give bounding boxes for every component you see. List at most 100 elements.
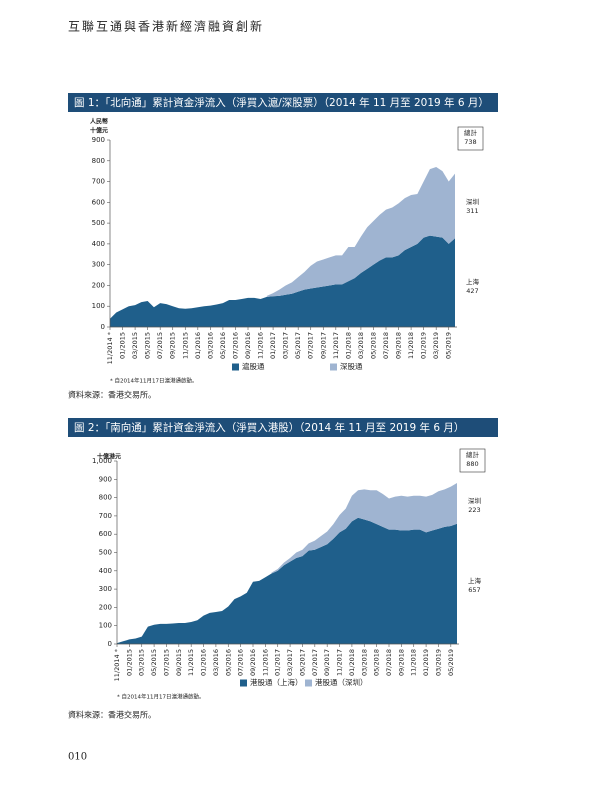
annotation-box bbox=[457, 126, 484, 151]
y-tick-label: 100 bbox=[92, 302, 105, 310]
annotation-value: 311 bbox=[466, 207, 478, 215]
x-tick-label: 11/2015 bbox=[181, 332, 189, 359]
annotation-label: 總計 bbox=[466, 450, 480, 459]
x-tick-label: 05/2015 bbox=[150, 649, 158, 676]
chart: 圖 2：「南向通」累計資金淨流入（淨買入港股）（2014 年 11 月至 201… bbox=[68, 418, 498, 720]
y-axis-label: 十億元 bbox=[90, 127, 108, 135]
x-tick-label: 01/2016 bbox=[200, 649, 208, 676]
annotation-value: 738 bbox=[464, 138, 476, 146]
y-tick-label: 900 bbox=[99, 475, 112, 483]
footnote: * 自2014年11月17日滬港通啟動。 bbox=[110, 377, 198, 385]
x-tick-label: 01/2015 bbox=[125, 649, 133, 676]
y-tick-label: 600 bbox=[99, 530, 112, 538]
annotation-label: 總計 bbox=[464, 128, 478, 137]
x-tick-label: 01/2017 bbox=[274, 649, 282, 676]
x-tick-label: 03/2019 bbox=[434, 649, 442, 676]
x-tick-label: 07/2016 bbox=[231, 332, 239, 359]
annotation-label: 深圳 bbox=[466, 197, 479, 206]
x-tick-label: 11/2014 * bbox=[106, 331, 114, 364]
x-tick-label: 03/2015 bbox=[138, 649, 146, 676]
y-tick-label: 600 bbox=[92, 198, 105, 206]
y-tick-label: 1,000 bbox=[92, 457, 112, 465]
x-tick-label: 09/2017 bbox=[323, 649, 331, 676]
x-tick-label: 07/2017 bbox=[307, 332, 315, 359]
y-tick-label: 500 bbox=[92, 219, 105, 227]
annotation-value: 657 bbox=[468, 586, 480, 594]
annotation-value: 427 bbox=[466, 287, 478, 295]
legend-swatch bbox=[305, 679, 312, 687]
x-tick-label: 01/2016 bbox=[194, 332, 202, 359]
x-tick-label: 01/2019 bbox=[420, 332, 428, 359]
x-tick-label: 11/2015 bbox=[187, 649, 195, 676]
footnote: * 自2014年11月17日滬港通啟動。 bbox=[117, 693, 205, 701]
source: 資料來源：香港交易所。 bbox=[68, 390, 156, 400]
y-tick-label: 100 bbox=[99, 622, 112, 630]
legend-label: 港股通（上海） bbox=[250, 677, 303, 687]
annotation-label: 深圳 bbox=[468, 496, 481, 505]
y-tick-label: 0 bbox=[101, 323, 105, 331]
area bbox=[266, 167, 455, 297]
y-tick-label: 800 bbox=[99, 494, 112, 502]
x-tick-label: 05/2016 bbox=[224, 649, 232, 676]
annotation-value: 223 bbox=[468, 506, 480, 514]
x-tick-label: 11/2018 bbox=[407, 332, 415, 359]
x-tick-label: 09/2015 bbox=[175, 649, 183, 676]
x-tick-label: 05/2019 bbox=[447, 649, 455, 676]
x-tick-label: 05/2018 bbox=[369, 332, 377, 359]
x-tick-label: 11/2017 bbox=[336, 649, 344, 676]
legend-label: 港股通（深圳） bbox=[315, 677, 368, 687]
y-tick-label: 200 bbox=[92, 281, 105, 289]
x-tick-label: 09/2016 bbox=[244, 332, 252, 359]
x-tick-label: 01/2015 bbox=[119, 332, 127, 359]
area bbox=[271, 482, 457, 574]
x-tick-label: 05/2017 bbox=[294, 332, 302, 359]
x-tick-label: 07/2018 bbox=[385, 649, 393, 676]
y-tick-label: 700 bbox=[99, 512, 112, 520]
page-number: 010 bbox=[68, 752, 87, 763]
annotation-label: 上海 bbox=[466, 277, 480, 286]
x-tick-label: 07/2016 bbox=[237, 649, 245, 676]
x-tick-label: 03/2019 bbox=[432, 332, 440, 359]
y-axis-label: 人民幣 bbox=[90, 118, 108, 126]
y-axis-label: 十億港元 bbox=[97, 453, 121, 461]
y-tick-label: 400 bbox=[92, 240, 105, 248]
x-tick-label: 07/2017 bbox=[311, 649, 319, 676]
x-tick-label: 05/2017 bbox=[298, 649, 306, 676]
legend-label: 深股通 bbox=[340, 361, 363, 371]
x-tick-label: 05/2016 bbox=[219, 332, 227, 359]
x-tick-label: 11/2017 bbox=[332, 332, 340, 359]
chart-title: 圖 1：「北向通」累計資金淨流入（淨買入滬/深股票）（2014 年 11 月至 … bbox=[74, 96, 489, 109]
x-tick-label: 11/2014 * bbox=[113, 648, 121, 681]
y-tick-label: 500 bbox=[99, 549, 112, 557]
x-tick-label: 11/2016 bbox=[257, 332, 265, 359]
y-tick-label: 300 bbox=[99, 585, 112, 593]
x-tick-label: 03/2018 bbox=[357, 332, 365, 359]
y-tick-label: 0 bbox=[108, 640, 112, 648]
annotation-label: 上海 bbox=[468, 576, 482, 585]
running-header: 互聯互通與香港新經濟融資創新 bbox=[68, 19, 264, 34]
x-tick-label: 01/2019 bbox=[422, 649, 430, 676]
title-bar bbox=[68, 93, 498, 112]
source: 資料來源：香港交易所。 bbox=[68, 710, 156, 720]
x-tick-label: 09/2016 bbox=[249, 649, 257, 676]
x-tick-label: 09/2018 bbox=[397, 649, 405, 676]
x-tick-label: 03/2017 bbox=[286, 649, 294, 676]
x-tick-label: 05/2015 bbox=[144, 332, 152, 359]
x-tick-label: 03/2017 bbox=[282, 332, 290, 359]
x-tick-label: 07/2015 bbox=[156, 332, 164, 359]
x-tick-label: 09/2018 bbox=[395, 332, 403, 359]
x-tick-label: 03/2015 bbox=[131, 332, 139, 359]
x-tick-label: 05/2018 bbox=[373, 649, 381, 676]
y-tick-label: 300 bbox=[92, 261, 105, 269]
x-tick-label: 01/2017 bbox=[269, 332, 277, 359]
x-tick-label: 01/2018 bbox=[348, 649, 356, 676]
annotation-value: 880 bbox=[466, 460, 478, 468]
y-tick-label: 400 bbox=[99, 567, 112, 575]
area bbox=[117, 517, 457, 644]
area bbox=[110, 235, 455, 327]
legend-swatch bbox=[330, 363, 337, 371]
chart-title: 圖 2：「南向通」累計資金淨流入（淨買入港股）（2014 年 11 月至 201… bbox=[74, 421, 464, 434]
x-tick-label: 07/2015 bbox=[162, 649, 170, 676]
legend-label: 滬股通 bbox=[242, 361, 265, 371]
